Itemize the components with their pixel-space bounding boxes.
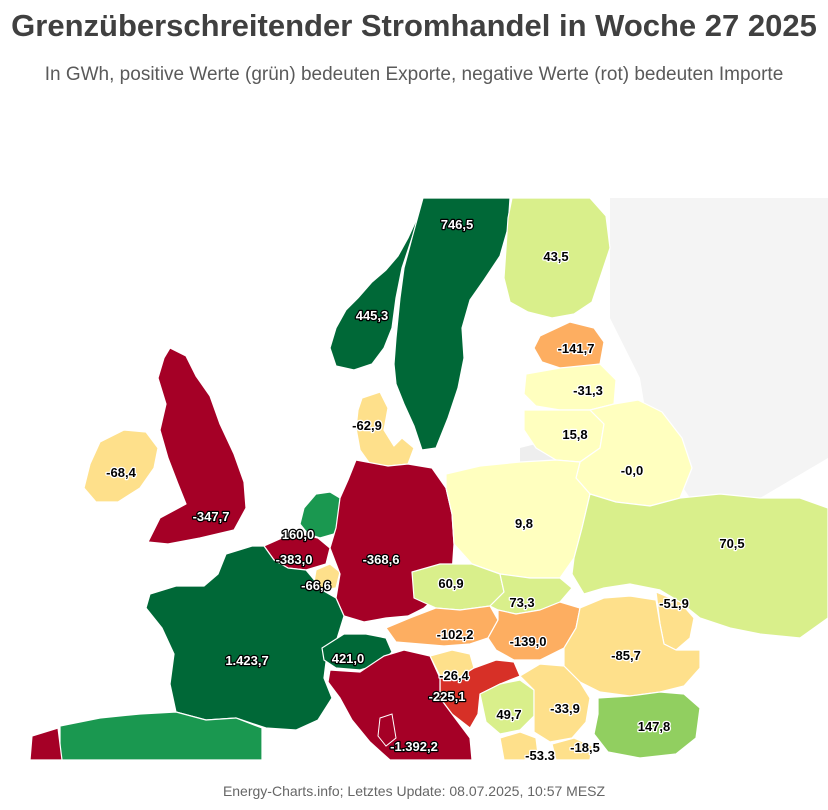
- label-slovakia: 73,3: [509, 595, 534, 610]
- label-norway: 445,3: [356, 308, 389, 323]
- label-ukraine: 70,5: [719, 536, 744, 551]
- country-romania[interactable]: [563, 595, 701, 697]
- chart-credits: Energy-Charts.info; Letztes Update: 08.0…: [222, 783, 606, 799]
- label-austria: -102,2: [437, 627, 474, 642]
- label-serbia: -33,9: [550, 701, 580, 716]
- label-north-macedonia: -18,5: [570, 740, 600, 755]
- country-bulgaria[interactable]: [593, 691, 701, 759]
- label-croatia: -225,1: [429, 689, 466, 704]
- europe-map: 445,3 746,5 43,5 -141,7 -31,3 15,8 -0,0 …: [0, 198, 828, 760]
- country-serbia[interactable]: [519, 663, 591, 743]
- label-italy: -1.392,2: [390, 739, 438, 754]
- label-hungary: -139,0: [510, 634, 547, 649]
- label-bosnia: 49,7: [496, 707, 521, 722]
- country-spain[interactable]: [59, 711, 263, 760]
- country-france[interactable]: [145, 545, 345, 731]
- country-montenegro[interactable]: [499, 731, 539, 760]
- label-finland: 43,5: [543, 249, 568, 264]
- chart-subtitle: In GWh, positive Werte (grün) bedeuten E…: [44, 64, 784, 85]
- country-great-britain[interactable]: [147, 347, 247, 545]
- country-denmark[interactable]: [355, 391, 415, 467]
- label-montenegro: -53,3: [525, 748, 555, 760]
- label-france: 1.423,7: [225, 653, 268, 668]
- country-finland[interactable]: [503, 198, 611, 319]
- map-svg: 445,3 746,5 43,5 -141,7 -31,3 15,8 -0,0 …: [29, 198, 828, 760]
- label-latvia: -31,3: [573, 383, 603, 398]
- label-great-britain: -347,7: [193, 509, 230, 524]
- label-bulgaria: 147,8: [638, 719, 671, 734]
- country-norway[interactable]: [329, 198, 424, 371]
- label-estonia: -141,7: [558, 341, 595, 356]
- label-moldova: -51,9: [659, 596, 689, 611]
- label-sweden: 746,5: [441, 217, 474, 232]
- country-sweden[interactable]: [393, 198, 511, 451]
- country-ukraine[interactable]: [571, 493, 828, 639]
- label-germany: -368,6: [363, 552, 400, 567]
- label-belarus: -0,0: [621, 463, 643, 478]
- label-belgium: -383,0: [276, 552, 313, 567]
- label-denmark: -62,9: [352, 418, 382, 433]
- label-slovenia: -26,4: [439, 668, 469, 683]
- label-lithuania: 15,8: [562, 427, 587, 442]
- label-romania: -85,7: [611, 648, 641, 663]
- corsica-island: [377, 713, 397, 747]
- label-switzerland: 421,0: [332, 651, 365, 666]
- country-italy[interactable]: [327, 649, 473, 760]
- label-czechia: 60,9: [438, 576, 463, 591]
- country-portugal[interactable]: [29, 727, 63, 760]
- label-netherlands: 160,0: [282, 527, 315, 542]
- chart-title: Grenzüberschreitender Stromhandel in Woc…: [11, 8, 817, 43]
- country-north-macedonia[interactable]: [551, 737, 593, 760]
- label-ireland: -68,4: [106, 465, 136, 480]
- label-luxembourg: -66,6: [301, 578, 331, 593]
- country-ireland[interactable]: [83, 429, 159, 503]
- label-poland: 9,8: [515, 516, 533, 531]
